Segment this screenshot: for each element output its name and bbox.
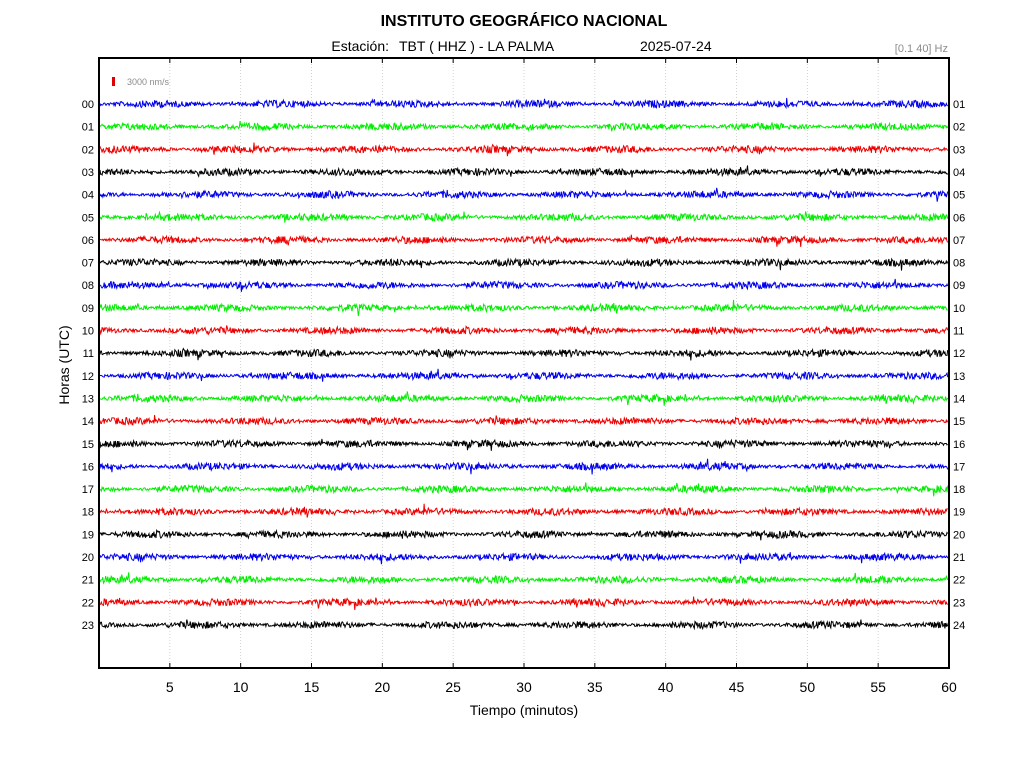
trace-group xyxy=(99,97,949,631)
left-hour-label: 09 xyxy=(82,303,94,315)
left-hour-label: 07 xyxy=(82,258,94,270)
trace-05 xyxy=(99,210,949,223)
x-tick-label: 30 xyxy=(516,679,532,695)
right-hour-label: 10 xyxy=(953,303,965,315)
trace-03 xyxy=(99,165,949,178)
x-tick-label: 60 xyxy=(941,679,957,695)
x-axis-ticks: 5 10 15 20 25 30 35 40 45 50 55 60 xyxy=(166,58,957,695)
left-hour-label: 14 xyxy=(82,416,94,428)
right-hour-label: 08 xyxy=(953,258,965,270)
left-hour-label: 12 xyxy=(82,371,94,383)
right-hour-label: 12 xyxy=(953,348,965,360)
left-hour-label: 05 xyxy=(82,212,94,224)
trace-21 xyxy=(99,572,949,585)
right-hour-label: 18 xyxy=(953,484,965,496)
scale-bar-label: 3000 nm/s xyxy=(127,77,170,87)
left-hour-label: 08 xyxy=(82,280,94,292)
trace-20 xyxy=(99,551,949,565)
left-hour-label: 00 xyxy=(82,99,94,111)
trace-15 xyxy=(99,438,949,451)
x-tick-label: 45 xyxy=(729,679,745,695)
trace-01 xyxy=(99,121,949,132)
left-hour-label: 15 xyxy=(82,439,94,451)
left-hour-labels: 00 01 02 03 04 05 06 07 08 09 10 11 12 13 14 15 16 17 18 19… xyxy=(82,99,94,632)
x-tick-label: 40 xyxy=(658,679,674,695)
left-hour-label: 20 xyxy=(82,552,94,564)
station-label: Estación: xyxy=(331,38,389,54)
trace-09 xyxy=(99,299,948,317)
right-hour-label: 02 xyxy=(953,122,965,134)
right-hour-label: 03 xyxy=(953,144,965,156)
trace-17 xyxy=(99,482,949,497)
trace-22 xyxy=(99,596,949,610)
left-hour-label: 10 xyxy=(82,326,94,338)
x-tick-label: 5 xyxy=(166,679,174,695)
right-hour-label: 05 xyxy=(953,190,965,202)
left-hour-label: 13 xyxy=(82,393,94,405)
trace-10 xyxy=(99,324,949,337)
right-hour-label: 01 xyxy=(953,99,965,111)
trace-00 xyxy=(99,97,949,110)
right-hour-label: 04 xyxy=(953,167,965,179)
right-hour-label: 19 xyxy=(953,507,965,519)
trace-08 xyxy=(99,278,949,292)
left-hour-label: 22 xyxy=(82,597,94,609)
trace-04 xyxy=(99,187,949,202)
right-hour-label: 09 xyxy=(953,280,965,292)
left-hour-label: 16 xyxy=(82,461,94,473)
left-hour-label: 06 xyxy=(82,235,94,247)
left-hour-label: 03 xyxy=(82,167,94,179)
record-date: 2025-07-24 xyxy=(640,38,712,54)
right-hour-label: 15 xyxy=(953,416,965,428)
trace-02 xyxy=(99,142,949,157)
left-hour-label: 17 xyxy=(82,484,94,496)
right-hour-label: 06 xyxy=(953,212,965,224)
trace-07 xyxy=(99,257,949,271)
chart-title: INSTITUTO GEOGRÁFICO NACIONAL xyxy=(381,11,668,30)
right-hour-label: 17 xyxy=(953,461,965,473)
x-tick-label: 20 xyxy=(375,679,391,695)
left-hour-label: 11 xyxy=(83,348,94,360)
left-hour-label: 23 xyxy=(82,620,94,632)
trace-16 xyxy=(99,458,949,475)
right-hour-label: 07 xyxy=(953,235,965,247)
left-hour-label: 18 xyxy=(82,507,94,519)
right-hour-label: 13 xyxy=(953,371,965,383)
x-tick-label: 10 xyxy=(233,679,249,695)
right-hour-label: 14 xyxy=(953,393,965,405)
right-hour-label: 23 xyxy=(953,597,965,609)
x-tick-label: 35 xyxy=(587,679,603,695)
trace-19 xyxy=(99,528,949,541)
right-hour-label: 24 xyxy=(953,620,965,632)
right-hour-label: 22 xyxy=(953,575,965,587)
left-hour-label: 04 xyxy=(82,190,94,202)
right-hour-labels: 01 02 03 04 05 06 07 08 09 10 11 12 13 14 15 16 17 18 19 20… xyxy=(953,99,965,632)
filter-band: [0.1 40] Hz xyxy=(895,43,948,55)
trace-18 xyxy=(99,503,948,518)
right-hour-label: 21 xyxy=(953,552,965,564)
trace-14 xyxy=(99,414,949,426)
trace-23 xyxy=(99,619,949,631)
trace-12 xyxy=(99,368,949,382)
trace-13 xyxy=(99,391,949,406)
x-tick-label: 55 xyxy=(870,679,886,695)
x-tick-label: 25 xyxy=(445,679,461,695)
right-hour-label: 16 xyxy=(953,439,965,451)
right-hour-label: 11 xyxy=(953,326,964,338)
x-tick-label: 50 xyxy=(800,679,816,695)
right-hour-label: 20 xyxy=(953,529,965,541)
trace-11 xyxy=(99,347,949,361)
y-axis-label: Horas (UTC) xyxy=(56,325,72,404)
x-tick-label: 15 xyxy=(304,679,320,695)
left-hour-label: 21 xyxy=(82,575,94,587)
x-axis-label: Tiempo (minutos) xyxy=(470,702,578,718)
left-hour-label: 02 xyxy=(82,144,94,156)
scale-bar xyxy=(112,77,115,86)
station-value: TBT ( HHZ ) - LA PALMA xyxy=(399,38,555,54)
left-hour-label: 19 xyxy=(82,529,94,541)
trace-06 xyxy=(99,234,949,247)
left-hour-label: 01 xyxy=(82,122,94,134)
